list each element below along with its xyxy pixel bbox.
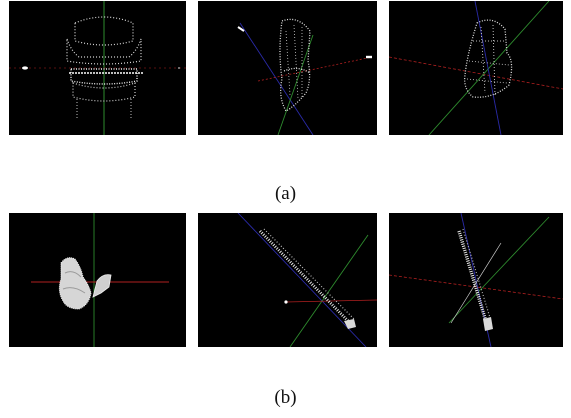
point-cloud-chair-axes [389,1,563,135]
panel-a-rotated-axes [389,1,563,135]
panel-a-rotated [198,1,377,135]
panel-b-front [9,213,186,347]
axis-y-line [448,216,550,324]
axis-x-line [285,299,377,303]
point-cloud-plant-axes [389,213,563,347]
axis-z-line [239,22,314,135]
axis-x-line [257,56,373,82]
point-cloud-plant-front [31,213,169,347]
axis-z-line [474,1,502,135]
plant-points [457,228,493,331]
point-cloud-chair-rotated [237,18,373,135]
axis-x-line [389,56,563,90]
caption-b: (b) [274,387,297,408]
axis-x-line [389,274,563,300]
panel-b-edge-on [198,213,377,347]
panel-b-edge-on-axes [389,213,563,347]
axis-y-line [289,234,369,347]
caption-a: (a) [274,183,297,204]
point-cloud-chair-front [9,1,186,135]
chair-points [464,19,513,98]
plant-points [258,228,356,329]
axis-y-line [428,1,550,135]
chair-points [22,16,180,119]
chair-points [279,18,311,112]
axis-y-line [277,34,314,135]
panel-a-front [9,1,186,135]
plant-points [58,257,112,310]
axis-z-line [237,213,367,347]
point-cloud-plant-edge [237,213,377,347]
